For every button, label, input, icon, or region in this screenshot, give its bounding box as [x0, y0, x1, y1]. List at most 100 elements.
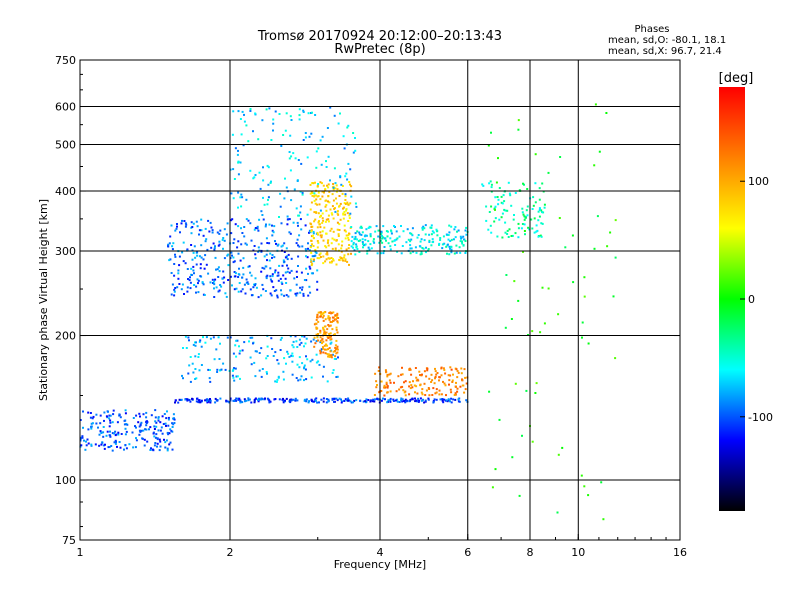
data-point: [367, 246, 370, 249]
data-point: [271, 256, 273, 259]
data-point: [497, 157, 499, 160]
data-point: [338, 259, 341, 262]
data-point: [440, 374, 443, 377]
data-point: [283, 294, 286, 297]
y-tick-label: 400: [55, 185, 76, 198]
data-point: [398, 401, 401, 403]
data-point: [543, 322, 546, 325]
data-point: [343, 224, 346, 227]
data-point: [152, 431, 155, 434]
data-point: [297, 379, 300, 382]
data-point: [189, 281, 192, 284]
data-point: [217, 266, 220, 269]
data-point: [216, 268, 219, 271]
data-point: [314, 202, 317, 205]
data-point: [283, 242, 286, 245]
data-point: [311, 182, 314, 184]
data-point: [138, 433, 141, 436]
data-point: [241, 110, 244, 113]
data-point: [415, 251, 418, 254]
data-point: [237, 240, 240, 243]
data-point: [524, 233, 526, 236]
data-point: [434, 375, 437, 378]
data-point: [326, 353, 329, 356]
data-point: [324, 260, 327, 263]
data-point: [168, 432, 171, 435]
data-point: [328, 318, 331, 321]
data-point: [235, 399, 238, 402]
data-point: [311, 243, 313, 246]
data-point: [323, 330, 326, 333]
data-point: [327, 257, 330, 260]
data-point: [439, 398, 442, 401]
data-point: [311, 255, 314, 258]
data-point: [233, 260, 236, 263]
data-point: [271, 224, 273, 227]
data-point: [538, 207, 541, 210]
data-point: [389, 399, 392, 401]
data-point: [157, 416, 160, 419]
data-point: [273, 290, 276, 292]
data-point: [344, 199, 347, 201]
data-point: [509, 194, 512, 197]
data-point: [325, 218, 328, 221]
data-point: [272, 122, 275, 125]
data-point: [339, 176, 342, 179]
data-point: [289, 169, 292, 172]
data-point: [239, 349, 242, 352]
data-point: [416, 392, 419, 395]
data-point: [514, 232, 517, 235]
data-point: [254, 174, 257, 176]
data-point: [312, 338, 315, 341]
data-point: [316, 195, 319, 198]
data-point: [219, 284, 222, 286]
data-point: [124, 427, 127, 430]
data-point: [372, 240, 375, 243]
data-point: [266, 372, 268, 375]
data-point: [245, 124, 248, 127]
data-point: [173, 288, 176, 291]
data-point: [414, 391, 416, 394]
data-point: [375, 225, 378, 228]
data-point: [583, 295, 586, 298]
data-point: [513, 214, 515, 216]
data-point: [317, 195, 320, 198]
data-point: [259, 187, 262, 190]
data-point: [242, 144, 245, 147]
data-point: [330, 356, 333, 359]
data-point: [113, 432, 115, 435]
data-point: [252, 130, 254, 133]
data-point: [148, 428, 150, 431]
data-point: [102, 431, 105, 434]
data-point: [135, 414, 138, 417]
data-point: [265, 357, 268, 360]
data-point: [219, 342, 221, 345]
data-point: [215, 348, 218, 351]
data-point: [186, 399, 189, 402]
data-point: [196, 397, 199, 400]
data-point: [262, 196, 264, 199]
data-point: [283, 251, 286, 253]
data-point: [236, 153, 239, 156]
data-point: [184, 335, 187, 338]
data-point: [338, 205, 340, 208]
data-point: [487, 144, 490, 147]
data-point: [159, 421, 162, 424]
data-point: [422, 398, 424, 401]
data-point: [321, 195, 324, 198]
data-point: [323, 348, 326, 351]
data-point: [192, 343, 195, 346]
data-point: [526, 205, 529, 208]
data-point: [305, 279, 308, 282]
data-point: [331, 371, 334, 374]
data-point: [327, 337, 330, 339]
data-point: [157, 417, 160, 420]
data-point: [410, 373, 413, 376]
data-point: [517, 222, 520, 225]
chart-subtitle: RwPretec (8p): [334, 42, 425, 57]
data-point: [196, 254, 199, 257]
data-point: [218, 232, 221, 235]
data-point: [347, 203, 350, 206]
data-point: [381, 241, 384, 244]
data-point: [258, 352, 261, 354]
